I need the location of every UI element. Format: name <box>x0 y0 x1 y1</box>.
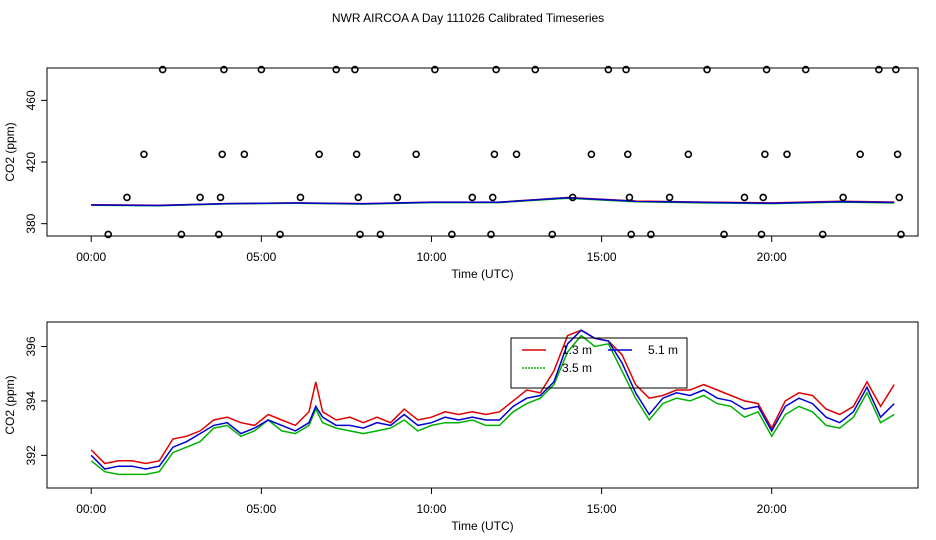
calibration-point <box>757 230 766 239</box>
calibration-point <box>897 230 905 239</box>
calibration-point <box>296 193 305 202</box>
x-tick-label: 10:00 <box>416 250 446 264</box>
calibrated-scatter-panel: 00:00 05:00 10:00 15:00 20:00 Time (UTC) 380 42… <box>3 65 919 281</box>
x-axis-label: Time (UTC) <box>451 519 513 533</box>
calibration-point <box>376 230 385 239</box>
calibration-point <box>548 230 557 239</box>
legend-box <box>510 337 688 389</box>
calibration-point <box>759 193 767 202</box>
x-tick-label: 00:00 <box>76 502 106 516</box>
x-tick-label: 20:00 <box>757 502 787 516</box>
calibration-point <box>332 65 340 74</box>
x-axis-label: Time (UTC) <box>451 267 513 281</box>
y-tick-label: 396 <box>24 336 38 356</box>
calibration-point <box>356 230 364 239</box>
timeseries-line-panel: 00:00 05:00 10:00 15:00 20:00 Time (UTC) 392 39… <box>3 321 919 533</box>
calibration-point <box>875 65 883 74</box>
calibration-point <box>257 65 266 74</box>
calibration-point <box>740 193 749 202</box>
calibration-point <box>123 193 131 202</box>
calibration-point <box>140 150 148 159</box>
legend-label: 1.3 m <box>562 343 592 357</box>
calibration-point <box>468 193 477 202</box>
calibration-point <box>892 65 900 74</box>
x-tick-label: 00:00 <box>76 250 106 264</box>
calibration-point <box>218 150 227 159</box>
x-tick-label: 15:00 <box>587 250 617 264</box>
calibration-point <box>216 193 225 202</box>
calibration-point <box>720 230 728 239</box>
legend-label: 5.1 m <box>648 343 678 357</box>
calibration-point <box>893 150 902 159</box>
x-tick-label: 10:00 <box>416 502 446 516</box>
calibration-point <box>196 193 204 202</box>
series-line-35m <box>90 334 895 476</box>
legend: 1.3 m 5.1 m 3.5 m <box>510 337 688 389</box>
calibration-point <box>215 230 223 239</box>
calibration-point <box>315 150 323 159</box>
plot-frame <box>46 321 919 489</box>
calibration-point <box>488 193 497 202</box>
plot-frame <box>46 67 919 237</box>
calibration-point <box>104 230 113 239</box>
calibration-point <box>783 150 791 159</box>
calibration-point <box>354 193 363 202</box>
calibration-point <box>703 65 711 74</box>
calibration-point <box>276 230 284 239</box>
y-tick-label: 420 <box>24 152 38 172</box>
x-tick-label: 15:00 <box>587 502 617 516</box>
legend-label: 3.5 m <box>562 361 592 375</box>
calibration-point <box>625 193 634 202</box>
series-line-51m <box>90 329 895 470</box>
y-tick-label: 394 <box>24 391 38 411</box>
x-tick-label: 05:00 <box>246 502 276 516</box>
x-tick-label: 20:00 <box>757 250 787 264</box>
calibration-point <box>684 150 693 159</box>
calibration-point <box>177 230 186 239</box>
calibration-point <box>839 193 847 202</box>
y-tick-label: 380 <box>24 213 38 233</box>
calibration-point <box>412 150 420 159</box>
calibration-point <box>587 150 596 159</box>
calibration-point <box>492 65 500 74</box>
y-axis-label: CO2 (ppm) <box>3 122 17 181</box>
calibration-point <box>647 230 655 239</box>
calibration-point <box>490 150 499 159</box>
calibration-point <box>762 65 771 74</box>
y-tick-label: 460 <box>24 90 38 110</box>
calibration-point <box>393 193 402 202</box>
calibration-point <box>448 230 456 239</box>
calibration-point <box>487 230 495 239</box>
calibration-point <box>351 65 359 74</box>
calibration-point <box>158 65 167 74</box>
y-axis-label: CO2 (ppm) <box>3 375 17 434</box>
calibration-point <box>818 230 827 239</box>
calibration-point <box>512 150 521 159</box>
calibration-point <box>604 65 613 74</box>
calibration-point <box>622 65 630 74</box>
calibration-point <box>761 150 769 159</box>
calibration-point <box>665 193 674 202</box>
calibration-point <box>856 150 864 159</box>
calibration-point <box>623 150 632 159</box>
calibration-point <box>627 230 635 239</box>
series-line-51m <box>91 197 895 207</box>
calibration-point <box>240 150 249 159</box>
page-title: NWR AIRCOA A Day 111026 Calibrated Times… <box>332 11 604 25</box>
calibration-point <box>431 65 439 74</box>
calibration-point <box>568 193 577 202</box>
calibration-point <box>352 150 361 159</box>
y-tick-label: 392 <box>24 445 38 465</box>
x-tick-label: 05:00 <box>246 250 276 264</box>
calibration-point <box>895 193 904 202</box>
calibration-point <box>801 65 810 74</box>
calibration-point <box>531 65 540 74</box>
calibration-point <box>220 65 228 74</box>
series-line-13m <box>90 329 895 465</box>
